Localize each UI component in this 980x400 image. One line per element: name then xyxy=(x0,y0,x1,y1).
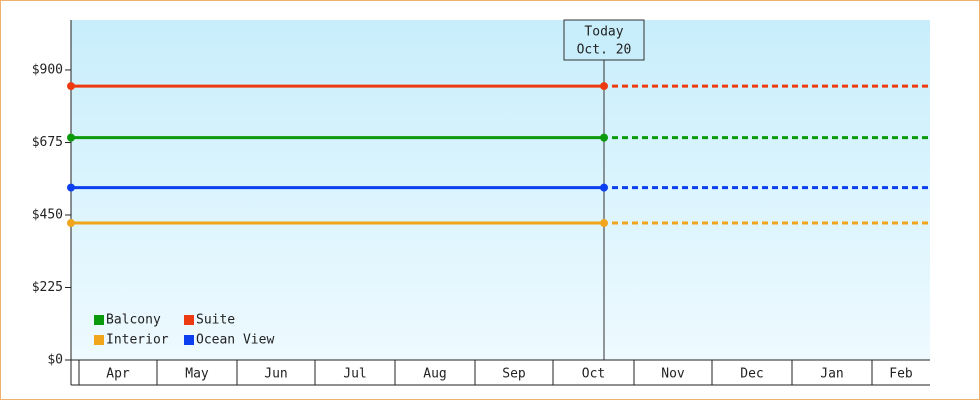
legend-swatch xyxy=(184,315,194,325)
y-tick-label: $225 xyxy=(32,280,63,295)
x-tick-label: May xyxy=(185,367,209,382)
x-tick-label: Jan xyxy=(820,367,843,382)
legend-swatch xyxy=(94,315,104,325)
y-tick-label: $900 xyxy=(32,62,63,77)
legend-label: Interior xyxy=(106,333,169,348)
start-point xyxy=(67,219,75,228)
legend-label: Balcony xyxy=(106,313,161,328)
x-tick-label: Jul xyxy=(343,367,366,382)
x-tick-label: Apr xyxy=(106,367,130,382)
today-point xyxy=(600,82,608,91)
x-tick-label: Oct xyxy=(582,367,605,382)
today-date: Oct. 20 xyxy=(577,43,632,58)
today-point xyxy=(600,219,608,228)
x-tick-label: Dec xyxy=(740,367,763,382)
x-tick-label: Aug xyxy=(423,367,446,382)
start-point xyxy=(67,133,75,142)
start-point xyxy=(67,82,75,91)
today-label: Today xyxy=(584,25,623,40)
y-tick-label: $675 xyxy=(32,135,63,150)
legend-label: Suite xyxy=(196,313,235,328)
x-tick-label: Sep xyxy=(502,367,526,382)
legend-swatch xyxy=(184,335,194,345)
y-tick-label: $0 xyxy=(47,353,63,368)
start-point xyxy=(67,183,75,192)
today-point xyxy=(600,183,608,192)
y-tick-label: $450 xyxy=(32,207,63,222)
today-point xyxy=(600,133,608,142)
legend-label: Ocean View xyxy=(196,333,274,348)
x-tick-label: Nov xyxy=(661,367,685,382)
x-tick-label: Jun xyxy=(264,367,287,382)
legend-swatch xyxy=(94,335,104,345)
plot-area xyxy=(71,20,930,360)
today-box xyxy=(563,19,645,61)
x-tick-label: Feb xyxy=(889,367,913,382)
